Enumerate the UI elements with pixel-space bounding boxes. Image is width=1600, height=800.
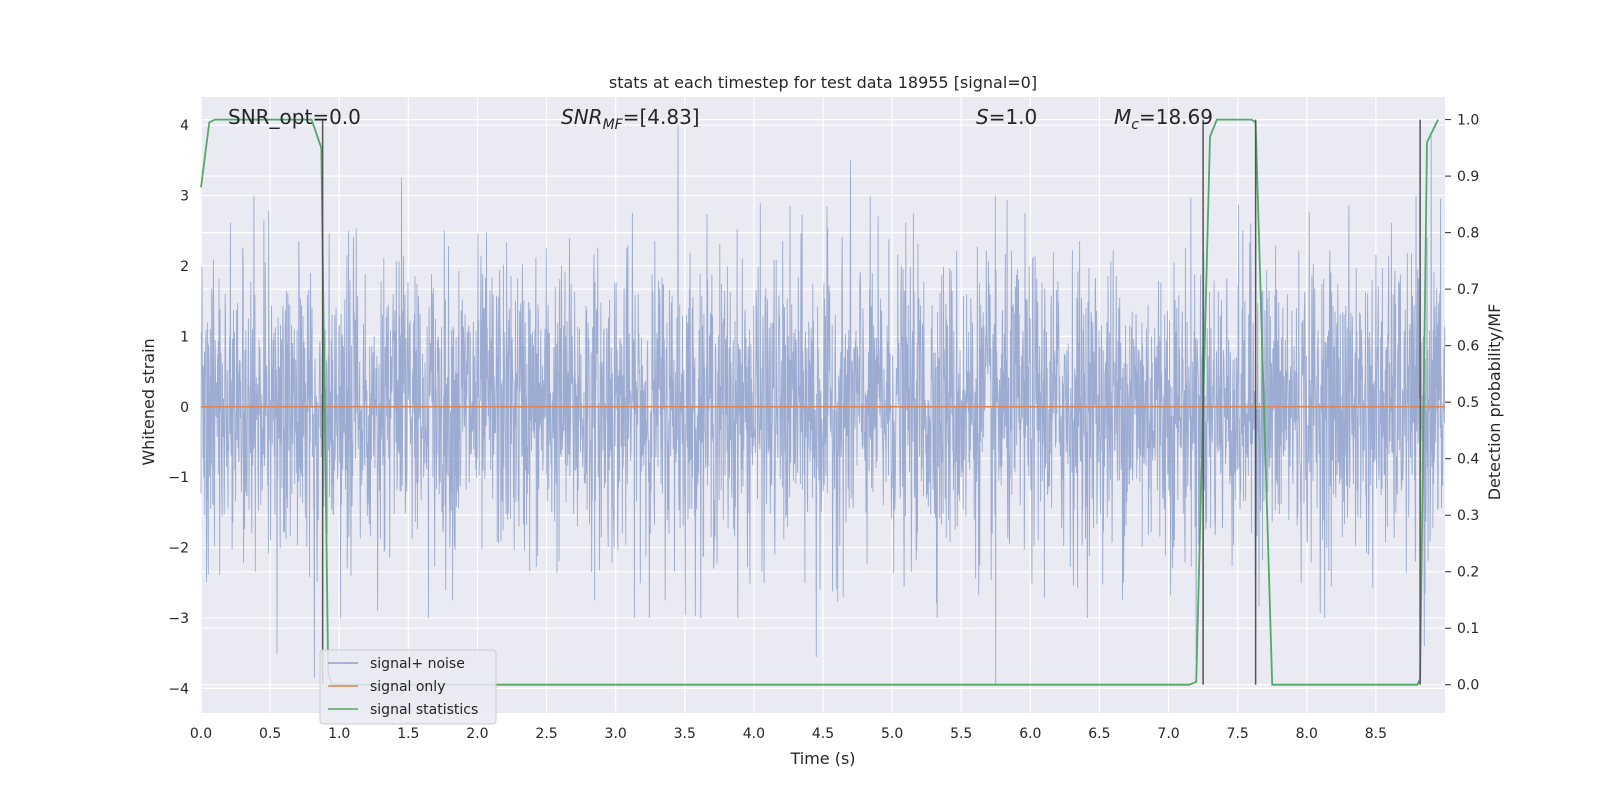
annotation-mc: Mc=18.69 — [1114, 105, 1213, 133]
x-tick-label: 7.5 — [1227, 726, 1249, 742]
x-tick-label: 3.0 — [605, 726, 627, 742]
x-tick-label: 2.5 — [535, 726, 557, 742]
y-tick-label: −1 — [168, 470, 189, 486]
annotation-snr-mf-sub: MF — [603, 117, 624, 133]
y-tick-label: 1 — [180, 329, 189, 345]
statistics-line — [200, 118, 1439, 686]
signal-statistics-series — [200, 118, 1439, 686]
x-tick-label: 0.5 — [259, 726, 281, 742]
x-tick-label: 2.0 — [466, 726, 488, 742]
y-tick-labels: −4 −3 −2 −1 0 1 2 3 4 — [168, 118, 189, 697]
legend-label-signal-only: signal only — [370, 679, 445, 695]
y-right-tick-label: 0.3 — [1457, 508, 1479, 524]
y-right-tick-label: 0.8 — [1457, 226, 1479, 242]
y-right-tick-label: 0.4 — [1457, 452, 1479, 468]
y-tick-label: 3 — [180, 189, 189, 205]
noise-trace — [200, 125, 1446, 685]
y-right-axis-label: Detection probability/MF — [1485, 304, 1504, 501]
annotation-snr-mf-value: =[4.83] — [623, 105, 700, 129]
y-right-tick-label: 0.9 — [1457, 169, 1479, 185]
y-right-tick-labels: 0.0 0.1 0.2 0.3 0.4 0.5 0.6 0.7 0.8 0.9 1.0 — [1445, 113, 1479, 694]
x-tick-label: 6.5 — [1088, 726, 1110, 742]
legend-box — [319, 649, 497, 725]
y-right-tick-label: 0.0 — [1457, 678, 1479, 694]
x-tick-label: 1.0 — [328, 726, 350, 742]
annotation-s-value: =1.0 — [989, 105, 1038, 129]
y-tick-label: 2 — [180, 259, 189, 275]
x-tick-label: 0.0 — [190, 726, 212, 742]
x-axis-label: Time (s) — [789, 749, 855, 768]
y-right-tick-label: 0.1 — [1457, 621, 1479, 637]
annotation-s-main: S — [976, 105, 989, 129]
x-tick-label: 8.5 — [1365, 726, 1387, 742]
legend: signal+ noise signal only signal statist… — [319, 649, 497, 725]
y-axis-label: Whitened strain — [139, 338, 158, 465]
annotation-snr-opt: SNR_opt=0.0 — [228, 105, 361, 129]
x-tick-label: 8.0 — [1296, 726, 1318, 742]
x-tick-label: 1.5 — [397, 726, 419, 742]
annotation-mc-main: M — [1114, 105, 1131, 129]
x-tick-label: 6.0 — [1019, 726, 1041, 742]
legend-label-noise: signal+ noise — [370, 656, 465, 672]
x-tick-label: 3.5 — [674, 726, 696, 742]
annotation-mc-value: =18.69 — [1139, 105, 1213, 129]
signal-noise-series — [200, 125, 1446, 685]
x-tick-label: 4.0 — [743, 726, 765, 742]
y-tick-label: −2 — [168, 541, 189, 557]
x-tick-label: 5.0 — [881, 726, 903, 742]
annotation-s: S=1.0 — [976, 105, 1037, 129]
y-right-tick-label: 0.2 — [1457, 565, 1479, 581]
y-right-tick-label: 0.7 — [1457, 282, 1479, 298]
legend-label-statistics: signal statistics — [370, 702, 478, 718]
annotation-snr-mf: SNRMF=[4.83] — [561, 105, 700, 133]
y-right-tick-label: 0.6 — [1457, 339, 1479, 355]
vertical-markers — [321, 119, 1421, 685]
x-tick-label: 7.0 — [1157, 726, 1179, 742]
y-tick-label: 0 — [180, 400, 189, 416]
y-tick-label: −3 — [168, 611, 189, 627]
annotation-snr-mf-main: SNR — [561, 105, 603, 129]
x-tick-label: 4.5 — [812, 726, 834, 742]
annotation-mc-sub: c — [1131, 117, 1139, 133]
y-tick-label: −4 — [168, 681, 189, 697]
y-right-tick-label: 1.0 — [1457, 113, 1479, 129]
x-tick-labels: 0.0 0.5 1.0 1.5 2.0 2.5 3.0 3.5 4.0 4.5 5.0 5.5 6.0 6… — [190, 726, 1387, 742]
y-tick-label: 4 — [180, 118, 189, 134]
chart-title: stats at each timestep for test data 189… — [609, 73, 1037, 92]
x-tick-label: 5.5 — [950, 726, 972, 742]
y-right-tick-label: 0.5 — [1457, 395, 1479, 411]
